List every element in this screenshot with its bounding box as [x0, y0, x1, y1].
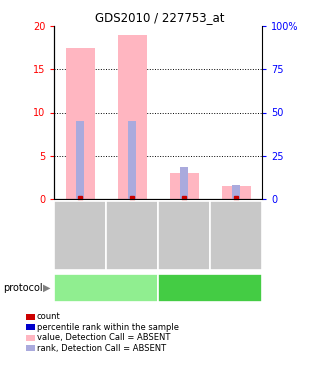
Text: WTAP knockdown: WTAP knockdown: [172, 284, 248, 292]
Bar: [76, 121, 84, 199]
Text: rank, Detection Call = ABSENT: rank, Detection Call = ABSENT: [37, 344, 166, 352]
Bar: [66, 48, 95, 199]
Text: ▶: ▶: [43, 283, 50, 293]
Bar: [170, 173, 199, 199]
Bar: [118, 35, 147, 199]
Text: value, Detection Call = ABSENT: value, Detection Call = ABSENT: [37, 333, 170, 342]
Text: GSM43071: GSM43071: [180, 213, 189, 258]
Bar: [232, 185, 240, 199]
Text: GSM43073: GSM43073: [232, 213, 241, 258]
Bar: [222, 186, 251, 199]
Text: count: count: [37, 312, 60, 321]
Text: GSM43072: GSM43072: [128, 213, 137, 258]
Bar: [180, 167, 188, 199]
Text: GSM43070: GSM43070: [76, 213, 85, 258]
Text: GDS2010 / 227753_at: GDS2010 / 227753_at: [95, 11, 225, 24]
Text: percentile rank within the sample: percentile rank within the sample: [37, 322, 179, 332]
Text: protocol: protocol: [3, 283, 43, 293]
Bar: [128, 121, 136, 199]
Text: control: control: [90, 283, 123, 293]
